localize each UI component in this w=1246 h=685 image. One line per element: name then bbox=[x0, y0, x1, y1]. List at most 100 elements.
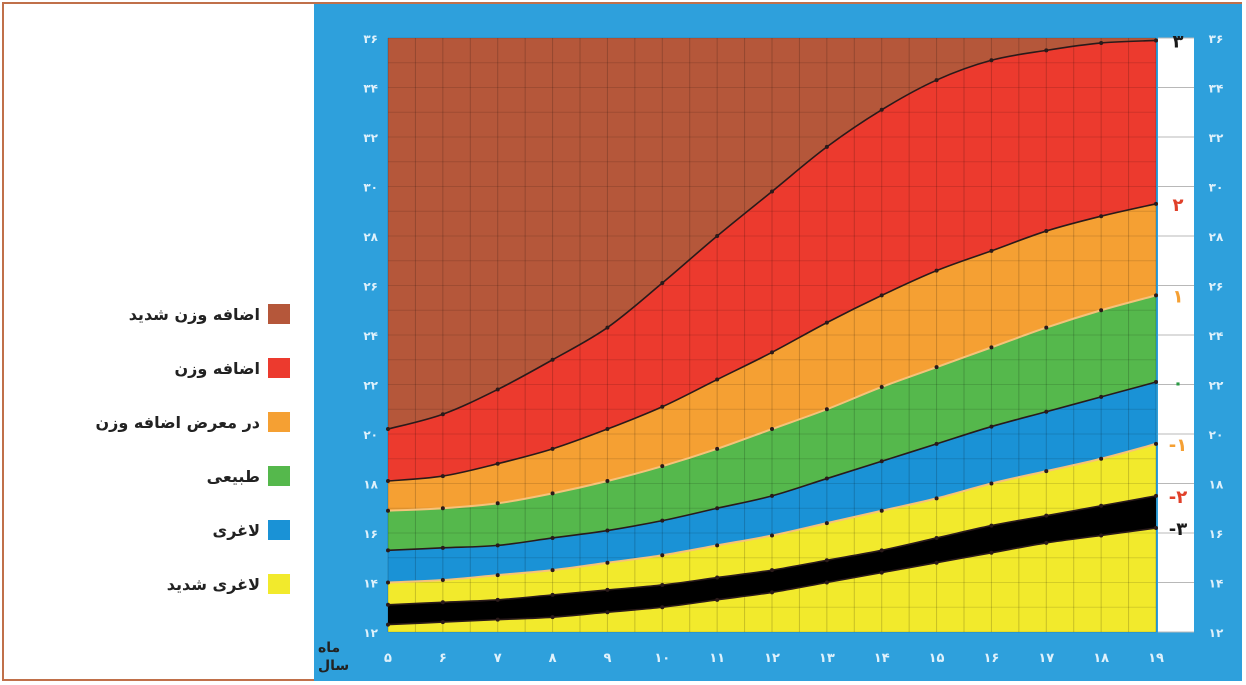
x-tick-label: ۱۸ bbox=[1093, 651, 1109, 666]
curve-point bbox=[386, 427, 390, 432]
x-tick-label: ۱۶ bbox=[983, 651, 999, 666]
x-tick-label: ۶ bbox=[439, 651, 447, 666]
curve-point bbox=[1154, 201, 1158, 206]
curve-point bbox=[386, 622, 390, 627]
curve-point bbox=[824, 521, 829, 526]
curve-point bbox=[495, 501, 500, 506]
curve-point bbox=[440, 578, 445, 583]
curve-point bbox=[440, 620, 445, 625]
curve-point bbox=[550, 592, 555, 597]
y-tick-label-left: ۲۲ bbox=[363, 379, 378, 393]
curve-point bbox=[989, 424, 994, 429]
curve-point bbox=[440, 412, 445, 417]
curve-point bbox=[1099, 214, 1104, 219]
curve-point bbox=[1044, 513, 1049, 518]
legend-label: اضافه وزن شدید bbox=[128, 304, 260, 324]
curve-point bbox=[495, 387, 500, 392]
legend-item: لاغری bbox=[20, 516, 290, 544]
sd-label: -۳ bbox=[1169, 519, 1187, 540]
curve-point bbox=[1099, 533, 1104, 538]
x-tick-label: ۱۰ bbox=[654, 651, 670, 666]
legend-swatch bbox=[268, 412, 290, 432]
curve-point bbox=[879, 508, 884, 513]
curve-point bbox=[386, 580, 390, 585]
curve-point bbox=[495, 597, 500, 602]
curve-point bbox=[605, 528, 610, 533]
y-tick-label-right: ۳۰ bbox=[1209, 181, 1224, 195]
legend: اضافه وزن شدید اضافه وزن در معرض اضافه وزن… bbox=[20, 300, 290, 624]
x-tick-label: ۱۷ bbox=[1038, 651, 1054, 666]
legend-label: در معرض اضافه وزن bbox=[95, 412, 261, 432]
curve-point bbox=[550, 491, 555, 496]
unit-year-label: سال bbox=[318, 658, 350, 674]
legend-item: لاغری شدید bbox=[20, 570, 290, 598]
curve-point bbox=[989, 550, 994, 555]
y-tick-label-right: ۱۲ bbox=[1209, 626, 1224, 640]
y-tick-label-left: ۱۲ bbox=[363, 626, 378, 640]
curve-point bbox=[660, 404, 665, 409]
curve-point bbox=[879, 548, 884, 553]
y-tick-label-right: ۲۶ bbox=[1209, 280, 1224, 294]
curve-point bbox=[715, 543, 720, 548]
curve-point bbox=[989, 345, 994, 350]
curve-point bbox=[660, 582, 665, 587]
curve-point bbox=[1044, 325, 1049, 330]
sd-label: ۰ bbox=[1173, 373, 1184, 394]
curve-point bbox=[1044, 540, 1049, 545]
curve-point bbox=[824, 580, 829, 585]
curve-point bbox=[605, 560, 610, 565]
legend-item: طبیعی bbox=[20, 462, 290, 490]
curve-point bbox=[934, 535, 939, 540]
x-tick-label: ۹ bbox=[603, 651, 611, 666]
y-tick-label-left: ۲۴ bbox=[363, 329, 378, 343]
legend-swatch bbox=[268, 520, 290, 540]
x-tick-label: ۱۳ bbox=[819, 651, 835, 666]
zone-at-risk bbox=[388, 203, 1156, 511]
curve-point bbox=[770, 568, 774, 573]
curve-point bbox=[1154, 493, 1158, 498]
curve-point bbox=[550, 615, 555, 620]
curve-point bbox=[1099, 308, 1104, 313]
x-tick-label: ۱۹ bbox=[1148, 651, 1164, 666]
curve-point bbox=[550, 568, 555, 573]
zone-thin bbox=[388, 382, 1156, 583]
y-tick-label-right: ۱۶ bbox=[1209, 527, 1224, 541]
zone-overweight bbox=[388, 40, 1156, 482]
legend-swatch bbox=[268, 574, 290, 594]
y-tick-label-right: ۲۴ bbox=[1209, 329, 1224, 343]
curve-point bbox=[824, 144, 829, 149]
sd-label: ۱ bbox=[1173, 286, 1184, 307]
curve-point bbox=[386, 508, 390, 513]
curve-point bbox=[770, 189, 774, 194]
curve-point bbox=[1154, 526, 1158, 531]
y-tick-label-right: ۲۲ bbox=[1209, 379, 1224, 393]
curve-point bbox=[1044, 48, 1049, 53]
curve-point bbox=[989, 481, 994, 486]
curve-point bbox=[934, 441, 939, 446]
curve-point bbox=[440, 474, 445, 479]
curve-point bbox=[770, 590, 774, 595]
curve-point bbox=[660, 553, 665, 558]
y-tick-label-left: ۱۶ bbox=[363, 527, 378, 541]
curve-point bbox=[770, 533, 774, 538]
curve-point bbox=[1154, 38, 1158, 43]
curve-point bbox=[386, 602, 390, 607]
curve-point bbox=[715, 234, 720, 238]
curve-point bbox=[605, 610, 610, 615]
curve-point bbox=[879, 384, 884, 389]
curve-point bbox=[660, 605, 665, 610]
curve-point bbox=[550, 357, 555, 362]
curve-point bbox=[824, 558, 829, 563]
curve-point bbox=[879, 293, 884, 298]
sd-label: ۲ bbox=[1173, 195, 1184, 216]
zone-severe-thin bbox=[388, 443, 1156, 605]
curve-point bbox=[605, 587, 610, 592]
y-tick-label-right: ۲۸ bbox=[1209, 230, 1224, 244]
y-tick-label-left: ۳۴ bbox=[363, 82, 378, 96]
curve-point bbox=[440, 545, 445, 550]
x-tick-label: ۸ bbox=[549, 651, 557, 666]
y-tick-label-right: ۱۴ bbox=[1209, 577, 1224, 591]
sd-label: -۱ bbox=[1169, 435, 1187, 456]
curve-point bbox=[989, 248, 994, 253]
curve-point bbox=[605, 325, 610, 330]
